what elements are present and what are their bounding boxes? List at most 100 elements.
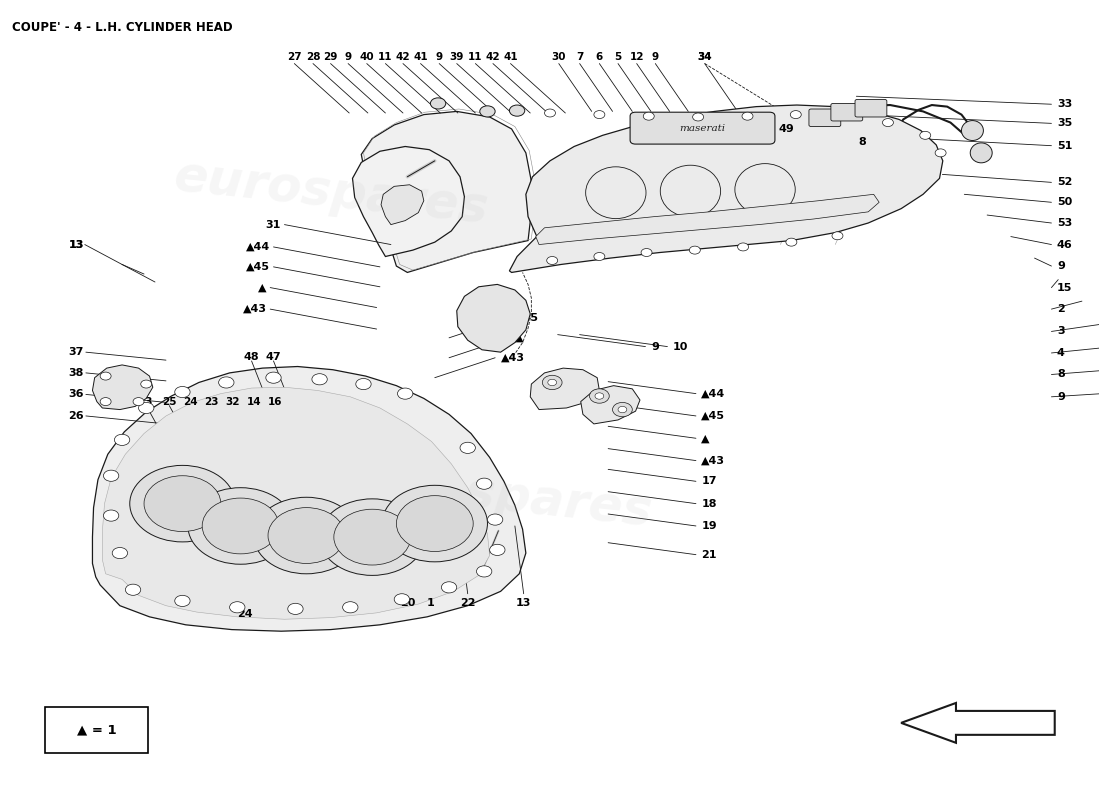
Circle shape <box>394 594 409 605</box>
Text: 9: 9 <box>1057 261 1065 271</box>
Circle shape <box>790 110 801 118</box>
Text: 5: 5 <box>615 52 622 62</box>
Circle shape <box>103 510 119 521</box>
Circle shape <box>690 246 701 254</box>
Circle shape <box>355 378 371 390</box>
Polygon shape <box>102 387 490 619</box>
Circle shape <box>613 402 632 417</box>
Circle shape <box>693 113 704 121</box>
Circle shape <box>125 584 141 595</box>
Text: 31: 31 <box>266 220 282 230</box>
Circle shape <box>219 377 234 388</box>
Text: 37: 37 <box>68 347 84 357</box>
Circle shape <box>139 402 154 414</box>
Circle shape <box>548 379 557 386</box>
Circle shape <box>175 595 190 606</box>
Text: 21: 21 <box>702 550 717 560</box>
Text: 14: 14 <box>246 397 261 406</box>
Text: 29: 29 <box>323 52 338 62</box>
Text: 9: 9 <box>344 52 352 62</box>
Polygon shape <box>361 111 534 273</box>
Text: 46: 46 <box>1057 239 1072 250</box>
Text: 13: 13 <box>68 239 84 250</box>
Circle shape <box>882 118 893 126</box>
Text: 42: 42 <box>485 52 501 62</box>
Text: 20: 20 <box>399 598 415 608</box>
Text: 9: 9 <box>652 52 659 62</box>
Text: 27: 27 <box>287 52 301 62</box>
Circle shape <box>382 486 487 562</box>
Circle shape <box>547 257 558 265</box>
Circle shape <box>738 243 749 251</box>
Text: 12: 12 <box>629 52 644 62</box>
Text: 8: 8 <box>1057 370 1065 379</box>
Text: 42: 42 <box>396 52 410 62</box>
Circle shape <box>175 386 190 398</box>
Text: A: A <box>810 206 817 219</box>
Text: 11: 11 <box>469 52 483 62</box>
Circle shape <box>100 372 111 380</box>
Circle shape <box>594 110 605 118</box>
Text: COUPE' - 4 - L.H. CYLINDER HEAD: COUPE' - 4 - L.H. CYLINDER HEAD <box>12 22 233 34</box>
Text: 9: 9 <box>651 342 659 351</box>
Text: 34: 34 <box>697 52 712 62</box>
Text: 7: 7 <box>576 52 583 62</box>
FancyBboxPatch shape <box>808 109 840 126</box>
Text: 51: 51 <box>1057 141 1072 150</box>
Text: 6: 6 <box>596 52 603 62</box>
Text: 38: 38 <box>68 368 84 378</box>
Circle shape <box>595 393 604 399</box>
Circle shape <box>618 406 627 413</box>
Circle shape <box>103 470 119 482</box>
Circle shape <box>935 149 946 157</box>
Circle shape <box>594 253 605 261</box>
Ellipse shape <box>961 121 983 141</box>
Text: ▲44: ▲44 <box>246 242 271 252</box>
Circle shape <box>430 98 446 109</box>
Circle shape <box>202 498 279 554</box>
Circle shape <box>476 478 492 490</box>
Text: 26: 26 <box>68 411 84 421</box>
Polygon shape <box>92 365 153 410</box>
FancyBboxPatch shape <box>630 112 774 144</box>
Text: 40: 40 <box>360 52 374 62</box>
Text: eurospares: eurospares <box>336 455 654 536</box>
Circle shape <box>144 476 221 531</box>
Circle shape <box>542 375 562 390</box>
Circle shape <box>487 514 503 525</box>
Polygon shape <box>381 185 424 225</box>
Circle shape <box>644 112 654 120</box>
Polygon shape <box>581 386 640 424</box>
Circle shape <box>230 602 245 613</box>
Text: 39: 39 <box>450 52 464 62</box>
Text: 19: 19 <box>702 521 717 531</box>
Text: 35: 35 <box>1057 118 1072 128</box>
Text: 8: 8 <box>859 137 867 146</box>
Text: 24: 24 <box>238 609 253 618</box>
Circle shape <box>785 238 796 246</box>
Circle shape <box>396 496 473 551</box>
Polygon shape <box>352 146 464 257</box>
Text: 49: 49 <box>778 124 794 134</box>
Text: ▲45: ▲45 <box>702 411 725 421</box>
Text: ▲: ▲ <box>258 282 267 293</box>
Text: 16: 16 <box>267 397 282 406</box>
Text: 36: 36 <box>68 390 84 399</box>
Circle shape <box>544 109 556 117</box>
Circle shape <box>288 603 304 614</box>
Text: 41: 41 <box>414 52 428 62</box>
Text: ▲ = 1: ▲ = 1 <box>77 723 117 737</box>
Circle shape <box>114 434 130 446</box>
Circle shape <box>476 566 492 577</box>
Text: 52: 52 <box>1057 178 1072 187</box>
Text: 11: 11 <box>378 52 393 62</box>
Text: 53: 53 <box>1057 218 1072 228</box>
Circle shape <box>397 388 412 399</box>
Text: maserati: maserati <box>680 124 726 133</box>
Text: ▲: ▲ <box>515 333 524 343</box>
Circle shape <box>268 508 344 563</box>
Polygon shape <box>530 368 600 410</box>
Text: eurospares: eurospares <box>170 152 491 233</box>
Text: 9: 9 <box>436 52 442 62</box>
Circle shape <box>441 582 456 593</box>
